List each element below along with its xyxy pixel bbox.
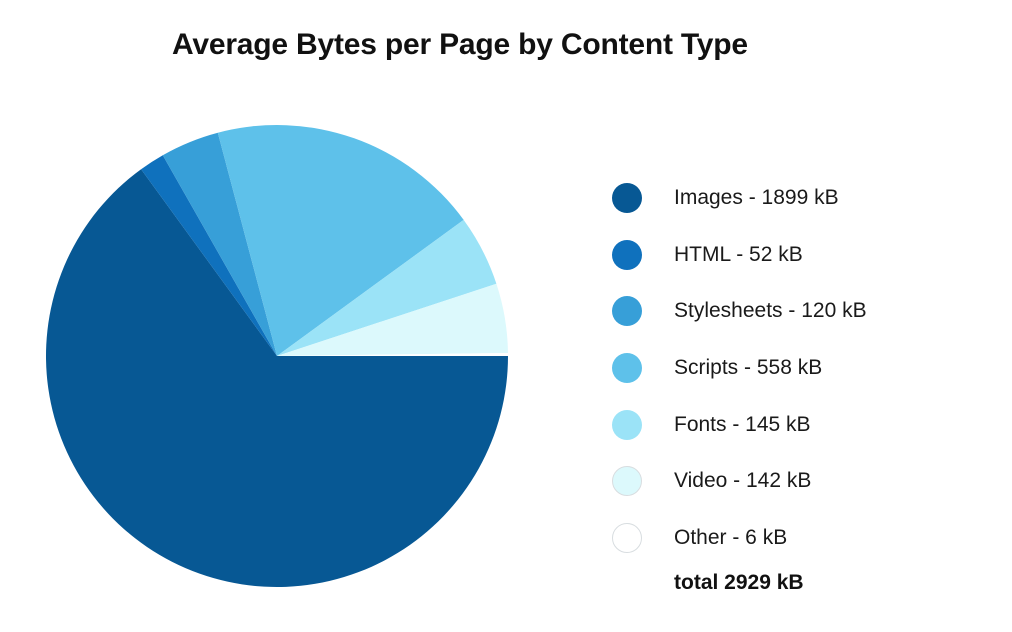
legend-swatch-stylesheets [612, 296, 642, 327]
legend-item-fonts: Fonts - 145 kB [612, 396, 992, 453]
pie-slice-html [141, 155, 277, 356]
legend-label-fonts: Fonts - 145 kB [674, 412, 811, 436]
pie-slice-scripts [217, 124, 464, 356]
legend-label-video: Video - 142 kB [674, 469, 812, 493]
legend-label-scripts: Scripts - 558 kB [674, 356, 823, 380]
pie-slice-stylesheets [162, 132, 277, 356]
legend-label-html: HTML - 52 kB [674, 242, 803, 266]
legend-swatch-images [612, 183, 642, 214]
legend-item-images: Images - 1899 kB [612, 170, 992, 227]
legend-swatch-other [612, 522, 642, 553]
pie-slice-video [277, 283, 508, 356]
legend-item-stylesheets: Stylesheets - 120 kB [612, 283, 992, 340]
legend-label-other: Other - 6 kB [674, 525, 788, 549]
legend-item-other: Other - 6 kB [612, 510, 992, 567]
pie-slice-other [277, 353, 508, 356]
total-label: total 2929 kB [674, 571, 804, 594]
legend-label-stylesheets: Stylesheets - 120 kB [674, 299, 867, 323]
chart-title: Average Bytes per Page by Content Type [172, 28, 748, 61]
legend: Images - 1899 kB HTML - 52 kB Stylesheets … [612, 170, 992, 566]
legend-swatch-fonts [612, 409, 642, 440]
legend-swatch-html [612, 239, 642, 270]
legend-swatch-scripts [612, 353, 642, 384]
pie-slice-fonts [277, 219, 497, 356]
legend-label-images: Images - 1899 kB [674, 186, 839, 210]
legend-item-scripts: Scripts - 558 kB [612, 340, 992, 397]
legend-item-video: Video - 142 kB [612, 453, 992, 510]
legend-swatch-video [612, 466, 642, 497]
pie-slice-images [45, 169, 509, 587]
legend-item-html: HTML - 52 kB [612, 227, 992, 284]
